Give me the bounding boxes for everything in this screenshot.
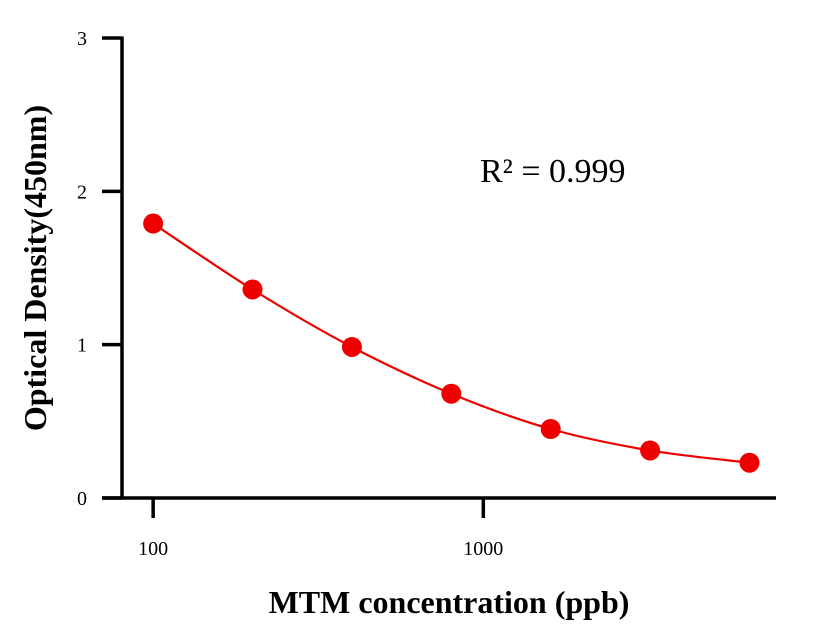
data-point (739, 452, 760, 473)
data-point (242, 279, 263, 300)
y-axis-label: Optical Density(450nm) (17, 105, 53, 431)
axes (102, 36, 776, 518)
data-point (341, 336, 362, 357)
data-points (143, 213, 760, 473)
y-tick-label: 3 (77, 28, 87, 50)
data-point (540, 419, 561, 439)
tick-labels: 0 1 2 3 100 1000 (77, 28, 503, 560)
data-point (143, 213, 164, 234)
y-tick-label: 0 (77, 488, 87, 510)
fit-curve (152, 222, 750, 464)
x-axis-label: MTM concentration (ppb) (269, 584, 630, 620)
data-point (441, 383, 462, 404)
y-tick-label: 2 (77, 181, 87, 203)
x-tick-label: 100 (138, 538, 168, 560)
r-squared-annotation: R² = 0.999 (480, 153, 626, 190)
y-tick-label: 1 (77, 335, 87, 357)
data-point (640, 440, 661, 461)
x-tick-label: 1000 (463, 538, 503, 560)
